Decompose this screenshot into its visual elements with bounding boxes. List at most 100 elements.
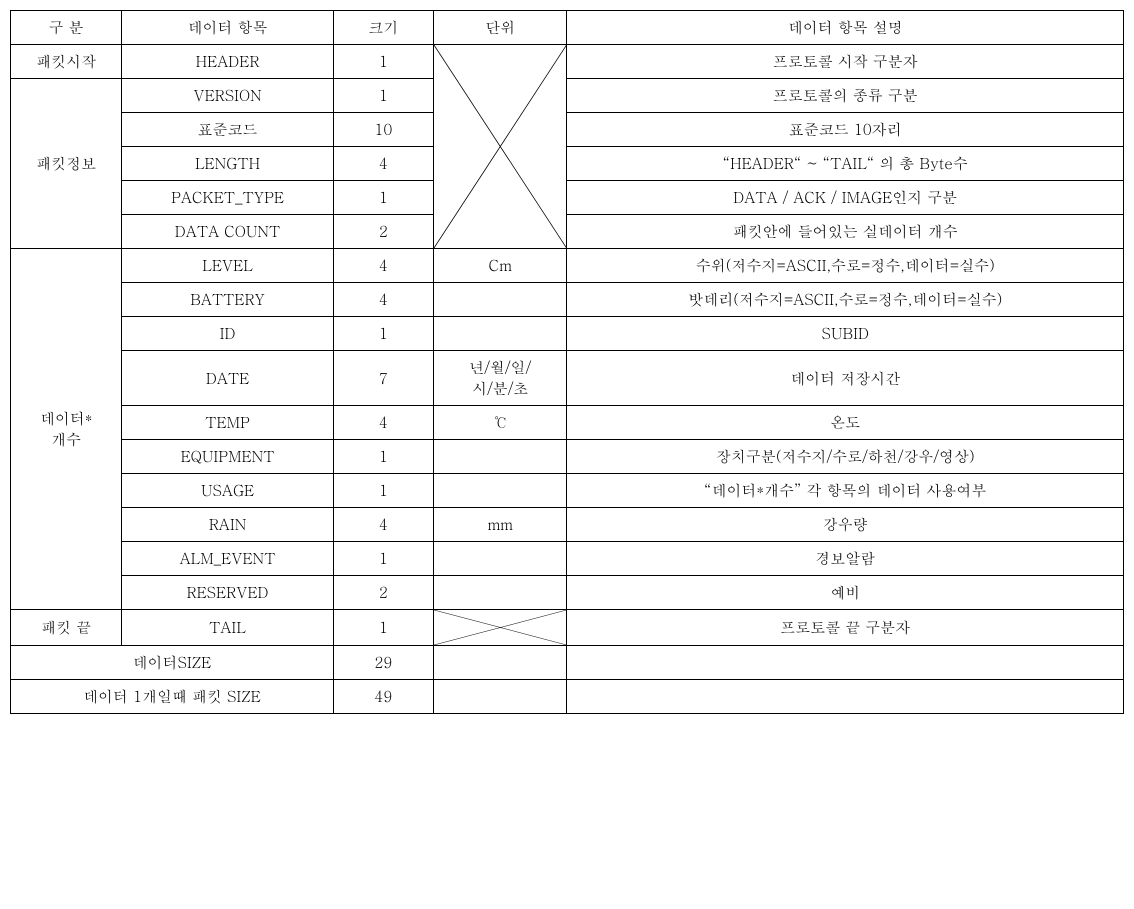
- desc-cell: “데이터*개수” 각 항목의 데이터 사용여부: [567, 474, 1124, 508]
- desc-cell: 밧데리(저수지=ASCII,수로=정수,데이터=실수): [567, 283, 1124, 317]
- desc-cell: 프로토콜 시작 구분자: [567, 45, 1124, 79]
- category-cell: 패킷정보: [11, 79, 122, 249]
- size-cell: 4: [333, 249, 433, 283]
- header-size: 크기: [333, 11, 433, 45]
- packet-size-value: 49: [333, 680, 433, 714]
- unit-cell: [433, 576, 567, 610]
- item-cell: USAGE: [122, 474, 333, 508]
- unit-cell: [433, 542, 567, 576]
- desc-cell: 예비: [567, 576, 1124, 610]
- packet-size-label: 데이터 1개일때 패킷 SIZE: [11, 680, 334, 714]
- unit-cell: [433, 317, 567, 351]
- item-cell: 표준코드: [122, 113, 333, 147]
- item-cell: BATTERY: [122, 283, 333, 317]
- item-cell: DATE: [122, 351, 333, 406]
- item-cell: RESERVED: [122, 576, 333, 610]
- size-cell: 1: [333, 610, 433, 646]
- protocol-table: 구 분 데이터 항목 크기 단위 데이터 항목 설명 패킷시작 HEADER 1…: [10, 10, 1124, 714]
- desc-cell: 장치구분(저수지/수로/하천/강우/영상): [567, 440, 1124, 474]
- table-row: 데이터* 개수 LEVEL 4 Cm 수위(저수지=ASCII,수로=정수,데이…: [11, 249, 1124, 283]
- item-cell: ALM_EVENT: [122, 542, 333, 576]
- empty-cell: [567, 646, 1124, 680]
- table-row: PACKET_TYPE 1 DATA / ACK / IMAGE인지 구분: [11, 181, 1124, 215]
- size-cell: 1: [333, 474, 433, 508]
- data-size-value: 29: [333, 646, 433, 680]
- data-size-label: 데이터SIZE: [11, 646, 334, 680]
- item-cell: TEMP: [122, 406, 333, 440]
- item-cell: TAIL: [122, 610, 333, 646]
- unit-cell: 년/월/일/ 시/분/초: [433, 351, 567, 406]
- table-row: BATTERY 4 밧데리(저수지=ASCII,수로=정수,데이터=실수): [11, 283, 1124, 317]
- table-row: 표준코드 10 표준코드 10자리: [11, 113, 1124, 147]
- desc-cell: 프로토콜 끝 구분자: [567, 610, 1124, 646]
- size-cell: 1: [333, 317, 433, 351]
- item-cell: LENGTH: [122, 147, 333, 181]
- table-row: 패킷시작 HEADER 1 프로토콜 시작 구분자: [11, 45, 1124, 79]
- table-row: LENGTH 4 “HEADER“ ~ “TAIL“ 의 총 Byte수: [11, 147, 1124, 181]
- table-row: DATE 7 년/월/일/ 시/분/초 데이터 저장시간: [11, 351, 1124, 406]
- category-cell: 데이터* 개수: [11, 249, 122, 610]
- size-cell: 1: [333, 181, 433, 215]
- desc-cell: “HEADER“ ~ “TAIL“ 의 총 Byte수: [567, 147, 1124, 181]
- size-cell: 4: [333, 283, 433, 317]
- desc-cell: 데이터 저장시간: [567, 351, 1124, 406]
- unit-cell: [433, 440, 567, 474]
- unit-cell: Cm: [433, 249, 567, 283]
- desc-cell: 수위(저수지=ASCII,수로=정수,데이터=실수): [567, 249, 1124, 283]
- header-category: 구 분: [11, 11, 122, 45]
- size-cell: 4: [333, 406, 433, 440]
- unit-cell: [433, 283, 567, 317]
- item-cell: HEADER: [122, 45, 333, 79]
- category-cell: 패킷시작: [11, 45, 122, 79]
- item-cell: EQUIPMENT: [122, 440, 333, 474]
- item-cell: VERSION: [122, 79, 333, 113]
- empty-cell: [433, 680, 567, 714]
- table-row: ALM_EVENT 1 경보알람: [11, 542, 1124, 576]
- header-row: 구 분 데이터 항목 크기 단위 데이터 항목 설명: [11, 11, 1124, 45]
- desc-cell: 프로토콜의 종류 구분: [567, 79, 1124, 113]
- size-cell: 1: [333, 45, 433, 79]
- table-row: RAIN 4 mm 강우량: [11, 508, 1124, 542]
- empty-cell: [433, 646, 567, 680]
- unit-x-cell: [433, 45, 567, 249]
- table-row: USAGE 1 “데이터*개수” 각 항목의 데이터 사용여부: [11, 474, 1124, 508]
- table-row: DATA COUNT 2 패킷안에 들어있는 실데이터 개수: [11, 215, 1124, 249]
- header-unit: 단위: [433, 11, 567, 45]
- table-row: RESERVED 2 예비: [11, 576, 1124, 610]
- item-cell: LEVEL: [122, 249, 333, 283]
- unit-cell: mm: [433, 508, 567, 542]
- table-row: EQUIPMENT 1 장치구분(저수지/수로/하천/강우/영상): [11, 440, 1124, 474]
- size-cell: 7: [333, 351, 433, 406]
- item-cell: DATA COUNT: [122, 215, 333, 249]
- x-mark-icon: [434, 45, 567, 248]
- size-cell: 10: [333, 113, 433, 147]
- unit-cell: [433, 474, 567, 508]
- desc-cell: 경보알람: [567, 542, 1124, 576]
- item-cell: RAIN: [122, 508, 333, 542]
- footer-row: 데이터SIZE 29: [11, 646, 1124, 680]
- empty-cell: [567, 680, 1124, 714]
- desc-cell: SUBID: [567, 317, 1124, 351]
- unit-cell: ℃: [433, 406, 567, 440]
- size-cell: 1: [333, 440, 433, 474]
- item-cell: PACKET_TYPE: [122, 181, 333, 215]
- desc-cell: DATA / ACK / IMAGE인지 구분: [567, 181, 1124, 215]
- table-row: TEMP 4 ℃ 온도: [11, 406, 1124, 440]
- size-cell: 1: [333, 79, 433, 113]
- size-cell: 1: [333, 542, 433, 576]
- table-row: 패킷 끝 TAIL 1 프로토콜 끝 구분자: [11, 610, 1124, 646]
- size-cell: 4: [333, 508, 433, 542]
- table-row: 패킷정보 VERSION 1 프로토콜의 종류 구분: [11, 79, 1124, 113]
- table-row: ID 1 SUBID: [11, 317, 1124, 351]
- item-cell: ID: [122, 317, 333, 351]
- header-desc: 데이터 항목 설명: [567, 11, 1124, 45]
- size-cell: 2: [333, 576, 433, 610]
- unit-x-cell: [433, 610, 567, 646]
- size-cell: 2: [333, 215, 433, 249]
- footer-row: 데이터 1개일때 패킷 SIZE 49: [11, 680, 1124, 714]
- desc-cell: 패킷안에 들어있는 실데이터 개수: [567, 215, 1124, 249]
- category-cell: 패킷 끝: [11, 610, 122, 646]
- desc-cell: 온도: [567, 406, 1124, 440]
- desc-cell: 강우량: [567, 508, 1124, 542]
- desc-cell: 표준코드 10자리: [567, 113, 1124, 147]
